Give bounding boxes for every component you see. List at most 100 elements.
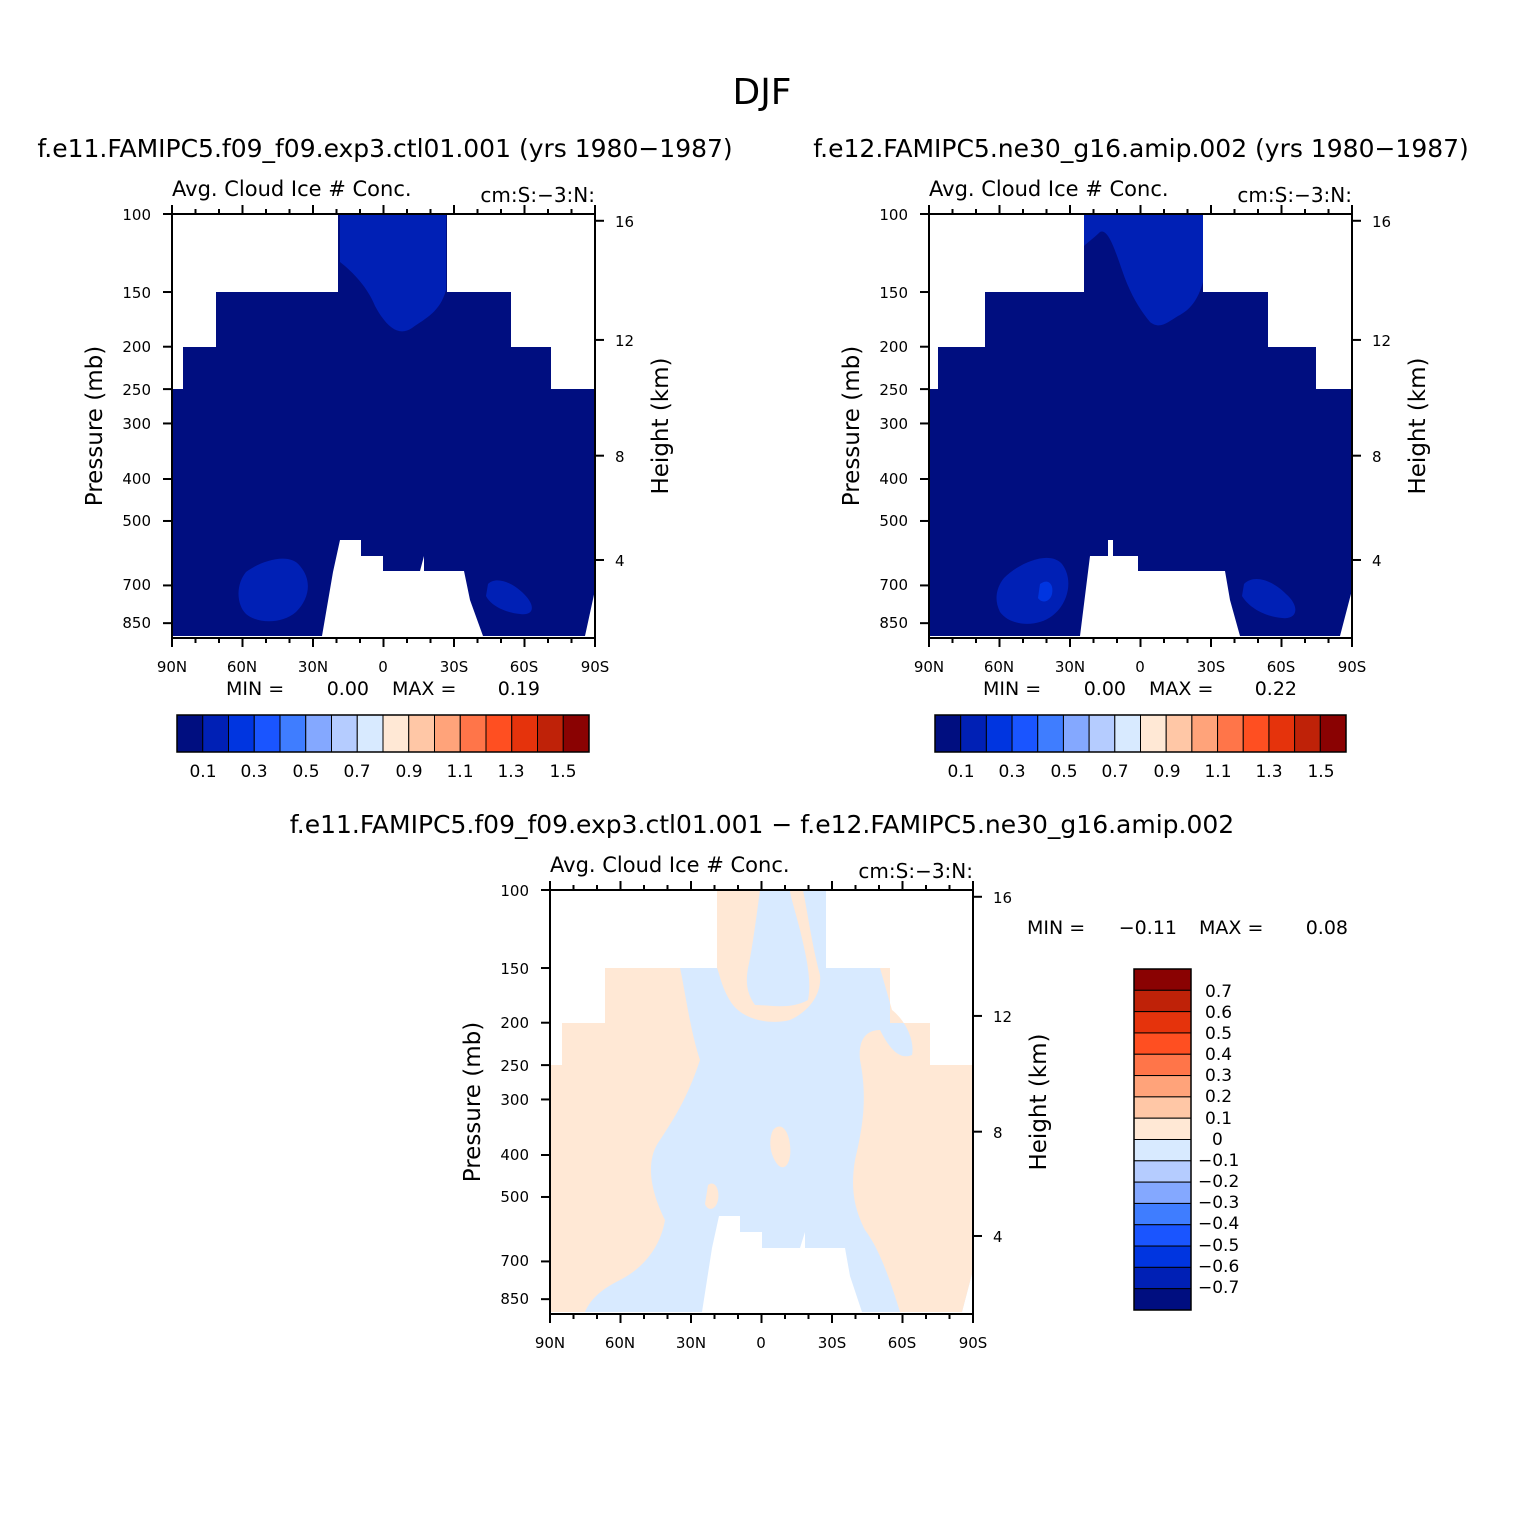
colorbar-label: 0.2 xyxy=(1205,1087,1232,1107)
colorbar-swatch xyxy=(1133,1266,1192,1290)
panel-3-max-label: MAX = xyxy=(1199,917,1263,939)
panel-2-y-tick-labels: 100 150 200 250 300 400 500 700 850 xyxy=(879,206,908,632)
colorbar-swatch xyxy=(253,714,281,753)
x-tick-label: 90N xyxy=(914,658,944,676)
colorbar-swatch xyxy=(511,714,538,753)
colorbar-label: 0.7 xyxy=(343,762,370,782)
panel-2-max-value: 0.22 xyxy=(1255,678,1297,700)
colorbar-label: 0.5 xyxy=(1050,762,1077,782)
panel-1-max-label: MAX = xyxy=(392,678,456,700)
colorbar-label: −0.7 xyxy=(1198,1278,1239,1298)
y-tick-label: 400 xyxy=(879,470,908,488)
y-tick-label: 700 xyxy=(500,1252,529,1270)
panel-1-title: f.e11.FAMIPC5.f09_f09.exp3.ctl01.001 (yr… xyxy=(37,134,732,163)
y-tick-label: 700 xyxy=(879,576,908,594)
panel-1: f.e11.FAMIPC5.f09_f09.exp3.ctl01.001 (yr… xyxy=(37,134,732,782)
panel-2-axis-ticks xyxy=(920,205,1361,647)
x-tick-label: 60N xyxy=(984,658,1014,676)
colorbar-swatch xyxy=(485,714,513,753)
panel-1-max-value: 0.19 xyxy=(498,678,540,700)
panel-2-title: f.e12.FAMIPC5.ne30_g16.amip.002 (yrs 198… xyxy=(813,134,1469,163)
colorbar-swatch xyxy=(1242,714,1270,753)
panel-3-y-axis-label: Pressure (mb) xyxy=(460,1022,486,1182)
colorbar-swatch xyxy=(1133,1202,1192,1226)
colorbar-label: 0.4 xyxy=(1205,1045,1232,1065)
panel-1-lower-right-max xyxy=(486,580,532,615)
panel-1-x-tick-labels: 90N 60N 30N 0 30S 60S 90S xyxy=(157,658,609,676)
panel-2-y-axis-label: Pressure (mb) xyxy=(839,346,865,506)
panel-1-y2-axis-label: Height (km) xyxy=(648,357,674,494)
y2-tick-label: 8 xyxy=(993,1124,1003,1142)
colorbar-swatch xyxy=(1140,714,1167,753)
x-tick-label: 60N xyxy=(605,1334,635,1352)
colorbar-swatch xyxy=(1133,1139,1192,1162)
panel-3-y2-axis-label: Height (km) xyxy=(1026,1033,1052,1170)
colorbar-swatch xyxy=(1133,1011,1192,1034)
colorbar-label: −0.3 xyxy=(1198,1193,1239,1213)
y2-tick-label: 12 xyxy=(993,1008,1012,1026)
colorbar-swatch xyxy=(1294,714,1321,753)
y2-tick-label: 8 xyxy=(1372,448,1382,466)
panel-3-axis-ticks xyxy=(541,881,982,1323)
y-tick-label: 200 xyxy=(879,338,908,356)
panel-3-title: f.e11.FAMIPC5.f09_f09.exp3.ctl01.001 − f… xyxy=(290,810,1234,839)
y-tick-label: 250 xyxy=(122,381,151,399)
colorbar-label: 1.3 xyxy=(1255,762,1282,782)
x-tick-label: 0 xyxy=(1135,658,1145,676)
panel-1-plot-field xyxy=(172,214,595,638)
colorbar-label: 1.1 xyxy=(1204,762,1231,782)
panel-3-positive-blob xyxy=(705,1183,719,1209)
y-tick-label: 500 xyxy=(122,512,151,530)
colorbar-swatch xyxy=(1133,1160,1192,1183)
panel-3-y2-tick-labels: 16 12 8 4 xyxy=(993,889,1012,1246)
panel-2-variable: Avg. Cloud Ice # Conc. xyxy=(929,177,1169,201)
x-tick-label: 90S xyxy=(959,1334,988,1352)
colorbar-swatch xyxy=(1088,714,1116,753)
colorbar-swatch xyxy=(1037,714,1064,753)
x-tick-label: 60S xyxy=(1267,658,1296,676)
colorbar-swatch xyxy=(228,714,255,753)
colorbar-swatch xyxy=(1191,714,1219,753)
y-tick-label: 500 xyxy=(500,1188,529,1206)
y2-tick-label: 8 xyxy=(615,448,625,466)
colorbar-label: 0.3 xyxy=(240,762,267,782)
colorbar-swatch xyxy=(331,714,358,753)
colorbar-label: 1.1 xyxy=(446,762,473,782)
x-tick-label: 60N xyxy=(227,658,257,676)
colorbar-swatch xyxy=(176,714,204,753)
x-tick-label: 90S xyxy=(581,658,610,676)
colorbar-swatch xyxy=(434,714,461,753)
panel-1-colorbar xyxy=(176,714,590,753)
figure-title: DJF xyxy=(732,72,791,113)
colorbar-swatch xyxy=(1133,989,1192,1013)
panel-3-plot-field xyxy=(550,890,973,1314)
panel-2: f.e12.FAMIPC5.ne30_g16.amip.002 (yrs 198… xyxy=(813,134,1469,782)
colorbar-swatch xyxy=(1133,1075,1192,1098)
panel-2-plot-field xyxy=(929,214,1352,638)
colorbar-swatch xyxy=(459,714,487,753)
colorbar-label: 0.1 xyxy=(1205,1109,1232,1129)
colorbar-swatch xyxy=(537,714,564,753)
colorbar-swatch xyxy=(1133,1096,1192,1119)
x-tick-label: 30S xyxy=(818,1334,847,1352)
y-tick-label: 400 xyxy=(500,1146,529,1164)
panel-1-cloud-region xyxy=(172,214,595,636)
colorbar-label: 0.1 xyxy=(189,762,216,782)
panel-2-y2-tick-labels: 16 12 8 4 xyxy=(1372,213,1391,570)
panel-3-colorbar-labels: 0.7 0.6 0.5 0.4 0.3 0.2 0.1 0 −0.1 −0.2 … xyxy=(1198,982,1239,1298)
colorbar-swatch xyxy=(408,714,435,753)
y-tick-label: 850 xyxy=(879,614,908,632)
panel-2-colorbar-labels: 0.1 0.3 0.5 0.7 0.9 1.1 1.3 1.5 xyxy=(947,762,1334,782)
colorbar-swatch xyxy=(1011,714,1039,753)
colorbar-swatch xyxy=(1133,1117,1192,1140)
panel-3-min-label: MIN = xyxy=(1027,917,1085,939)
x-tick-label: 90S xyxy=(1338,658,1367,676)
x-tick-label: 60S xyxy=(888,1334,917,1352)
colorbar-frame xyxy=(934,714,1347,753)
y2-tick-label: 16 xyxy=(993,889,1012,907)
colorbar-swatch xyxy=(562,714,590,753)
panel-1-colorbar-labels: 0.1 0.3 0.5 0.7 0.9 1.1 1.3 1.5 xyxy=(189,762,576,782)
x-tick-label: 30N xyxy=(1055,658,1085,676)
y-tick-label: 200 xyxy=(500,1014,529,1032)
